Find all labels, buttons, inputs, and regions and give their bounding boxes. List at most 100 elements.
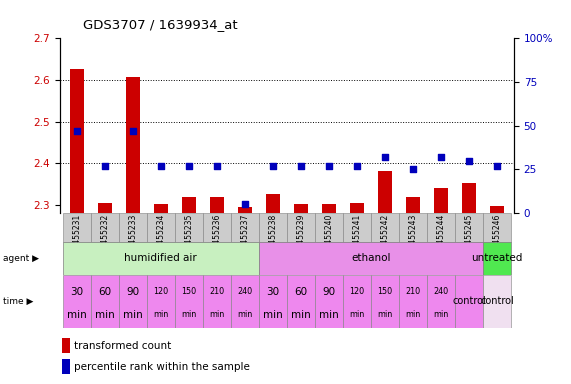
Text: GSM455243: GSM455243 [408,214,417,260]
Text: GSM455242: GSM455242 [380,214,389,260]
Text: GSM455239: GSM455239 [296,214,305,260]
Text: min: min [123,310,143,320]
Bar [406,197,420,213]
Bar [70,69,84,213]
Text: ethanol: ethanol [351,253,391,263]
Bar [483,242,511,275]
Point [212,163,222,169]
Point [436,154,445,160]
Point [184,163,194,169]
Bar [322,204,336,213]
Text: min: min [291,310,311,320]
Bar [231,213,259,242]
Bar [371,213,399,242]
Text: 210: 210 [210,287,224,296]
Text: min: min [405,310,421,319]
Bar [371,275,399,328]
Text: percentile rank within the sample: percentile rank within the sample [74,362,250,372]
Bar [455,213,483,242]
Text: min: min [209,310,224,319]
Bar [350,203,364,213]
Text: GSM455233: GSM455233 [128,214,137,260]
Text: 240: 240 [238,287,252,296]
Text: GSM455240: GSM455240 [324,214,333,260]
Bar [315,275,343,328]
Bar [91,213,119,242]
Bar [343,213,371,242]
Point [352,163,361,169]
Text: GSM455236: GSM455236 [212,214,222,260]
Bar [238,207,252,213]
Text: 120: 120 [153,287,168,296]
Text: GDS3707 / 1639934_at: GDS3707 / 1639934_at [83,18,238,31]
Point [324,163,333,169]
Bar [126,77,140,213]
Text: 30: 30 [70,287,83,297]
Bar [63,213,91,242]
Bar [231,275,259,328]
Bar [62,338,70,353]
Point [380,154,389,160]
Point [156,163,166,169]
Text: GSM455238: GSM455238 [268,214,278,260]
Text: 150: 150 [377,287,393,296]
Bar [203,275,231,328]
Text: transformed count: transformed count [74,341,172,351]
Text: GSM455245: GSM455245 [465,214,473,260]
Text: GSM455244: GSM455244 [437,214,445,260]
Bar [63,242,259,275]
Point [464,158,473,164]
Text: 60: 60 [295,287,308,297]
Text: min: min [95,310,115,320]
Bar [147,213,175,242]
Text: 210: 210 [405,287,421,296]
Text: 120: 120 [349,287,364,296]
Bar [399,275,427,328]
Point [408,166,417,172]
Bar [259,275,287,328]
Text: min: min [349,310,365,319]
Point [296,163,305,169]
Text: GSM455241: GSM455241 [352,214,361,260]
Bar [483,275,511,328]
Text: untreated: untreated [472,253,523,263]
Bar [483,213,511,242]
Bar [378,170,392,213]
Bar [490,205,504,213]
Bar [91,275,119,328]
Bar [203,213,231,242]
Text: GSM455231: GSM455231 [73,214,81,260]
Bar [182,197,196,213]
Point [268,163,278,169]
Text: GSM455232: GSM455232 [100,214,109,260]
Text: control: control [480,296,514,306]
Text: GSM455235: GSM455235 [184,214,194,260]
Text: control: control [452,296,486,306]
Bar [294,204,308,213]
Bar [434,188,448,213]
Bar [259,242,483,275]
Text: time ▶: time ▶ [3,297,33,306]
Text: min: min [67,310,87,320]
Bar [455,275,483,328]
Point [240,201,250,207]
Bar [62,359,70,374]
Bar [119,213,147,242]
Bar [315,213,343,242]
Bar [343,275,371,328]
Text: 30: 30 [266,287,279,297]
Bar [210,197,224,213]
Text: min: min [377,310,393,319]
Text: 60: 60 [98,287,111,297]
Point [493,163,502,169]
Point [72,128,81,134]
Bar [287,213,315,242]
Bar [259,213,287,242]
Text: min: min [153,310,168,319]
Bar [427,275,455,328]
Bar [399,213,427,242]
Text: 90: 90 [323,287,336,297]
Text: GSM455237: GSM455237 [240,214,250,260]
Bar [175,275,203,328]
Text: GSM455246: GSM455246 [493,214,501,260]
